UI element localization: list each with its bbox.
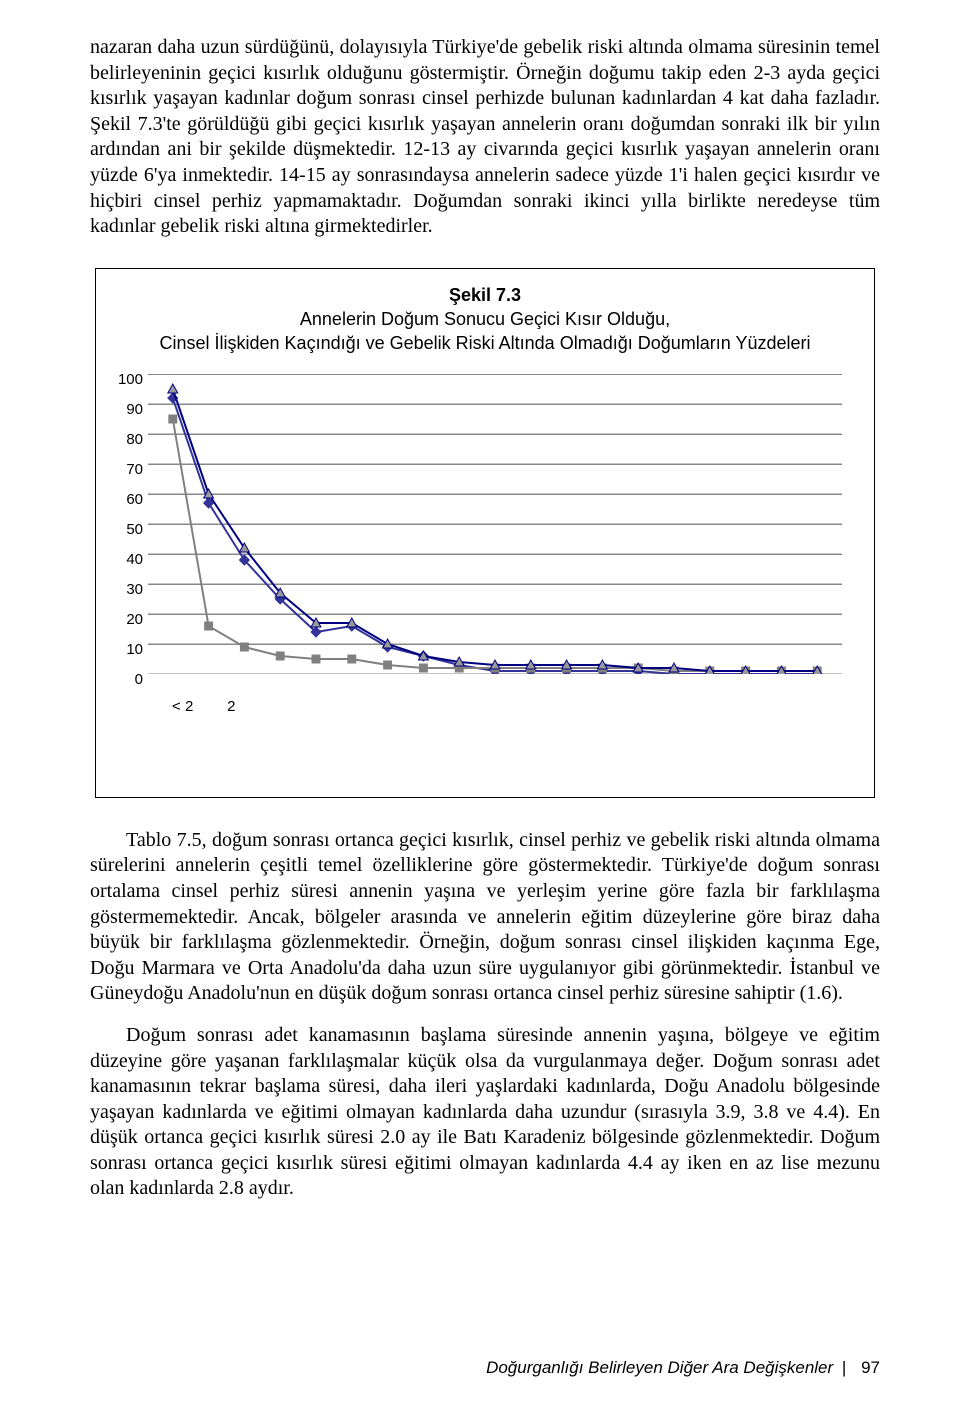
chart-svg xyxy=(148,374,842,674)
y-tick: 70 xyxy=(113,455,143,485)
y-tick: 60 xyxy=(113,485,143,515)
y-tick: 10 xyxy=(113,635,143,665)
y-tick: 30 xyxy=(113,575,143,605)
chart-title-line3: Cinsel İlişkiden Kaçındığı ve Gebelik Ri… xyxy=(160,333,811,353)
chart-title-line1: Şekil 7.3 xyxy=(449,285,521,305)
footer-text: Doğurganlığı Belirleyen Diğer Ara Değişk… xyxy=(486,1358,833,1377)
footer-page-number: 97 xyxy=(861,1358,880,1377)
body-paragraph-3: Doğum sonrası adet kanamasının başlama s… xyxy=(90,1023,880,1202)
y-tick: 80 xyxy=(113,425,143,455)
body-paragraph-2: Tablo 7.5, doğum sonrası ortanca geçici … xyxy=(90,828,880,1007)
chart-plot-area: 1009080706050403020100 < 22 xyxy=(148,374,842,674)
y-axis: 1009080706050403020100 xyxy=(113,365,143,695)
y-tick: 0 xyxy=(113,665,143,695)
chart-title: Şekil 7.3 Annelerin Doğum Sonucu Geçici … xyxy=(118,283,852,356)
y-tick: 100 xyxy=(113,365,143,395)
x-tick: 2 xyxy=(227,698,235,715)
y-tick: 40 xyxy=(113,545,143,575)
body-paragraph-1: nazaran daha uzun sürdüğünü, dolayısıyla… xyxy=(90,35,880,240)
y-tick: 20 xyxy=(113,605,143,635)
x-tick: < 2 xyxy=(172,698,193,715)
chart-title-line2: Annelerin Doğum Sonucu Geçici Kısır Oldu… xyxy=(300,309,670,329)
y-tick: 50 xyxy=(113,515,143,545)
footer-sep: | xyxy=(842,1358,846,1377)
figure-7-3: Şekil 7.3 Annelerin Doğum Sonucu Geçici … xyxy=(95,268,875,798)
page-footer: Doğurganlığı Belirleyen Diğer Ara Değişk… xyxy=(486,1358,880,1378)
y-tick: 90 xyxy=(113,395,143,425)
